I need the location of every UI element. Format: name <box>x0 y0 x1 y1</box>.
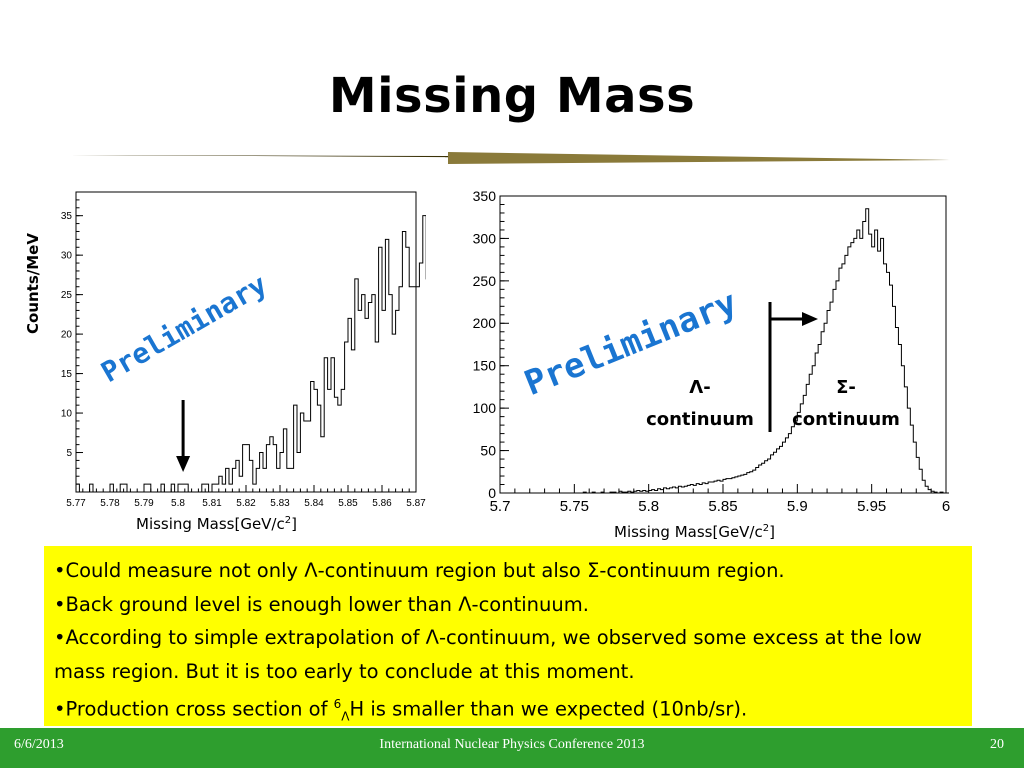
left-histogram: 5.77 5.78 5.79 5.8 5.81 5.82 5.83 5.84 5.85 5.86 5… <box>61 191 426 509</box>
right-y-tick-label: 350 <box>473 188 497 204</box>
slide-title: Missing Mass <box>328 68 696 124</box>
left-x-tick-label: 5.8 <box>171 498 185 509</box>
right-histogram-line <box>500 208 949 494</box>
left-x-tick-label: 5.84 <box>304 498 324 509</box>
title-underline-olive <box>448 152 950 164</box>
right-y-tick-label: 200 <box>473 315 497 331</box>
left-y-tick-label: 25 <box>61 290 73 301</box>
footer-date: 6/6/2013 <box>14 737 64 752</box>
right-x-tick-label: 5.9 <box>787 498 808 515</box>
right-y-tick-label: 150 <box>473 358 497 374</box>
right-x-tick-label: 5.95 <box>857 498 886 515</box>
left-chart-xlabel: Missing Mass[GeV/c2] <box>136 515 297 533</box>
footer-page-number: 20 <box>990 737 1004 752</box>
right-frame <box>499 195 947 494</box>
right-x-tick-label: 5.8 <box>638 498 659 515</box>
sigma-continuum-label: Σ- continuum <box>792 377 900 430</box>
left-x-tick-label: 5.83 <box>270 498 290 509</box>
right-x-tick-label: 5.85 <box>708 498 737 515</box>
right-y-tick-label: 50 <box>480 442 496 458</box>
note-item: •Back ground level is enough lower than … <box>54 592 589 616</box>
left-y-tick-label: 30 <box>61 251 73 262</box>
left-y-tick-label: 10 <box>61 409 73 420</box>
left-x-tick-label: 5.79 <box>134 498 154 509</box>
title-underline <box>70 152 950 164</box>
right-y-tick-label: 300 <box>473 230 497 246</box>
left-x-tick-label: 5.86 <box>372 498 392 509</box>
left-x-tick-label: 5.85 <box>338 498 358 509</box>
right-x-tick-label: 6 <box>942 498 950 515</box>
note-item: •Could measure not only Λ-continuum regi… <box>54 559 785 582</box>
note-item: •According to simple extrapolation of Λ-… <box>54 626 922 683</box>
left-y-tick-label: 15 <box>61 369 73 380</box>
left-arrow-head <box>176 456 191 472</box>
slide-footer: 6/6/2013 International Nuclear Physics C… <box>0 728 1024 768</box>
right-x-tick-label: 5.75 <box>560 498 589 515</box>
right-y-tick-label: 250 <box>473 273 497 289</box>
lambda-continuum-label: Λ- continuum <box>646 377 754 430</box>
left-y-tick-label: 20 <box>61 330 73 341</box>
note-item: •Production cross section of 6ΛH is smal… <box>54 697 748 724</box>
left-x-tick-label: 5.87 <box>406 498 426 509</box>
left-x-tick-label: 5.78 <box>100 498 120 509</box>
left-x-tick-label: 5.81 <box>202 498 222 509</box>
left-chart-ylabel: Counts/MeV <box>24 233 42 334</box>
right-histogram: 5.7 5.75 5.8 5.85 5.9 5.95 6 0 50 100 150 200 250 300… <box>473 188 951 515</box>
right-chart-xlabel: Missing Mass[GeV/c2] <box>614 523 775 541</box>
right-y-tick-label: 0 <box>488 485 496 501</box>
sigma-arrow-head <box>802 312 818 326</box>
right-y-tick-label: 100 <box>473 400 497 416</box>
left-y-tick-label: 35 <box>61 211 73 222</box>
summary-notes: •Could measure not only Λ-continuum regi… <box>44 546 972 726</box>
left-histogram-line <box>75 215 426 493</box>
left-x-tick-label: 5.82 <box>236 498 256 509</box>
left-x-tick-label: 5.77 <box>66 498 86 509</box>
footer-conference: International Nuclear Physics Conference… <box>379 737 645 752</box>
right-x-tick-label: 5.7 <box>490 498 511 515</box>
left-y-tick-label: 5 <box>66 448 72 459</box>
